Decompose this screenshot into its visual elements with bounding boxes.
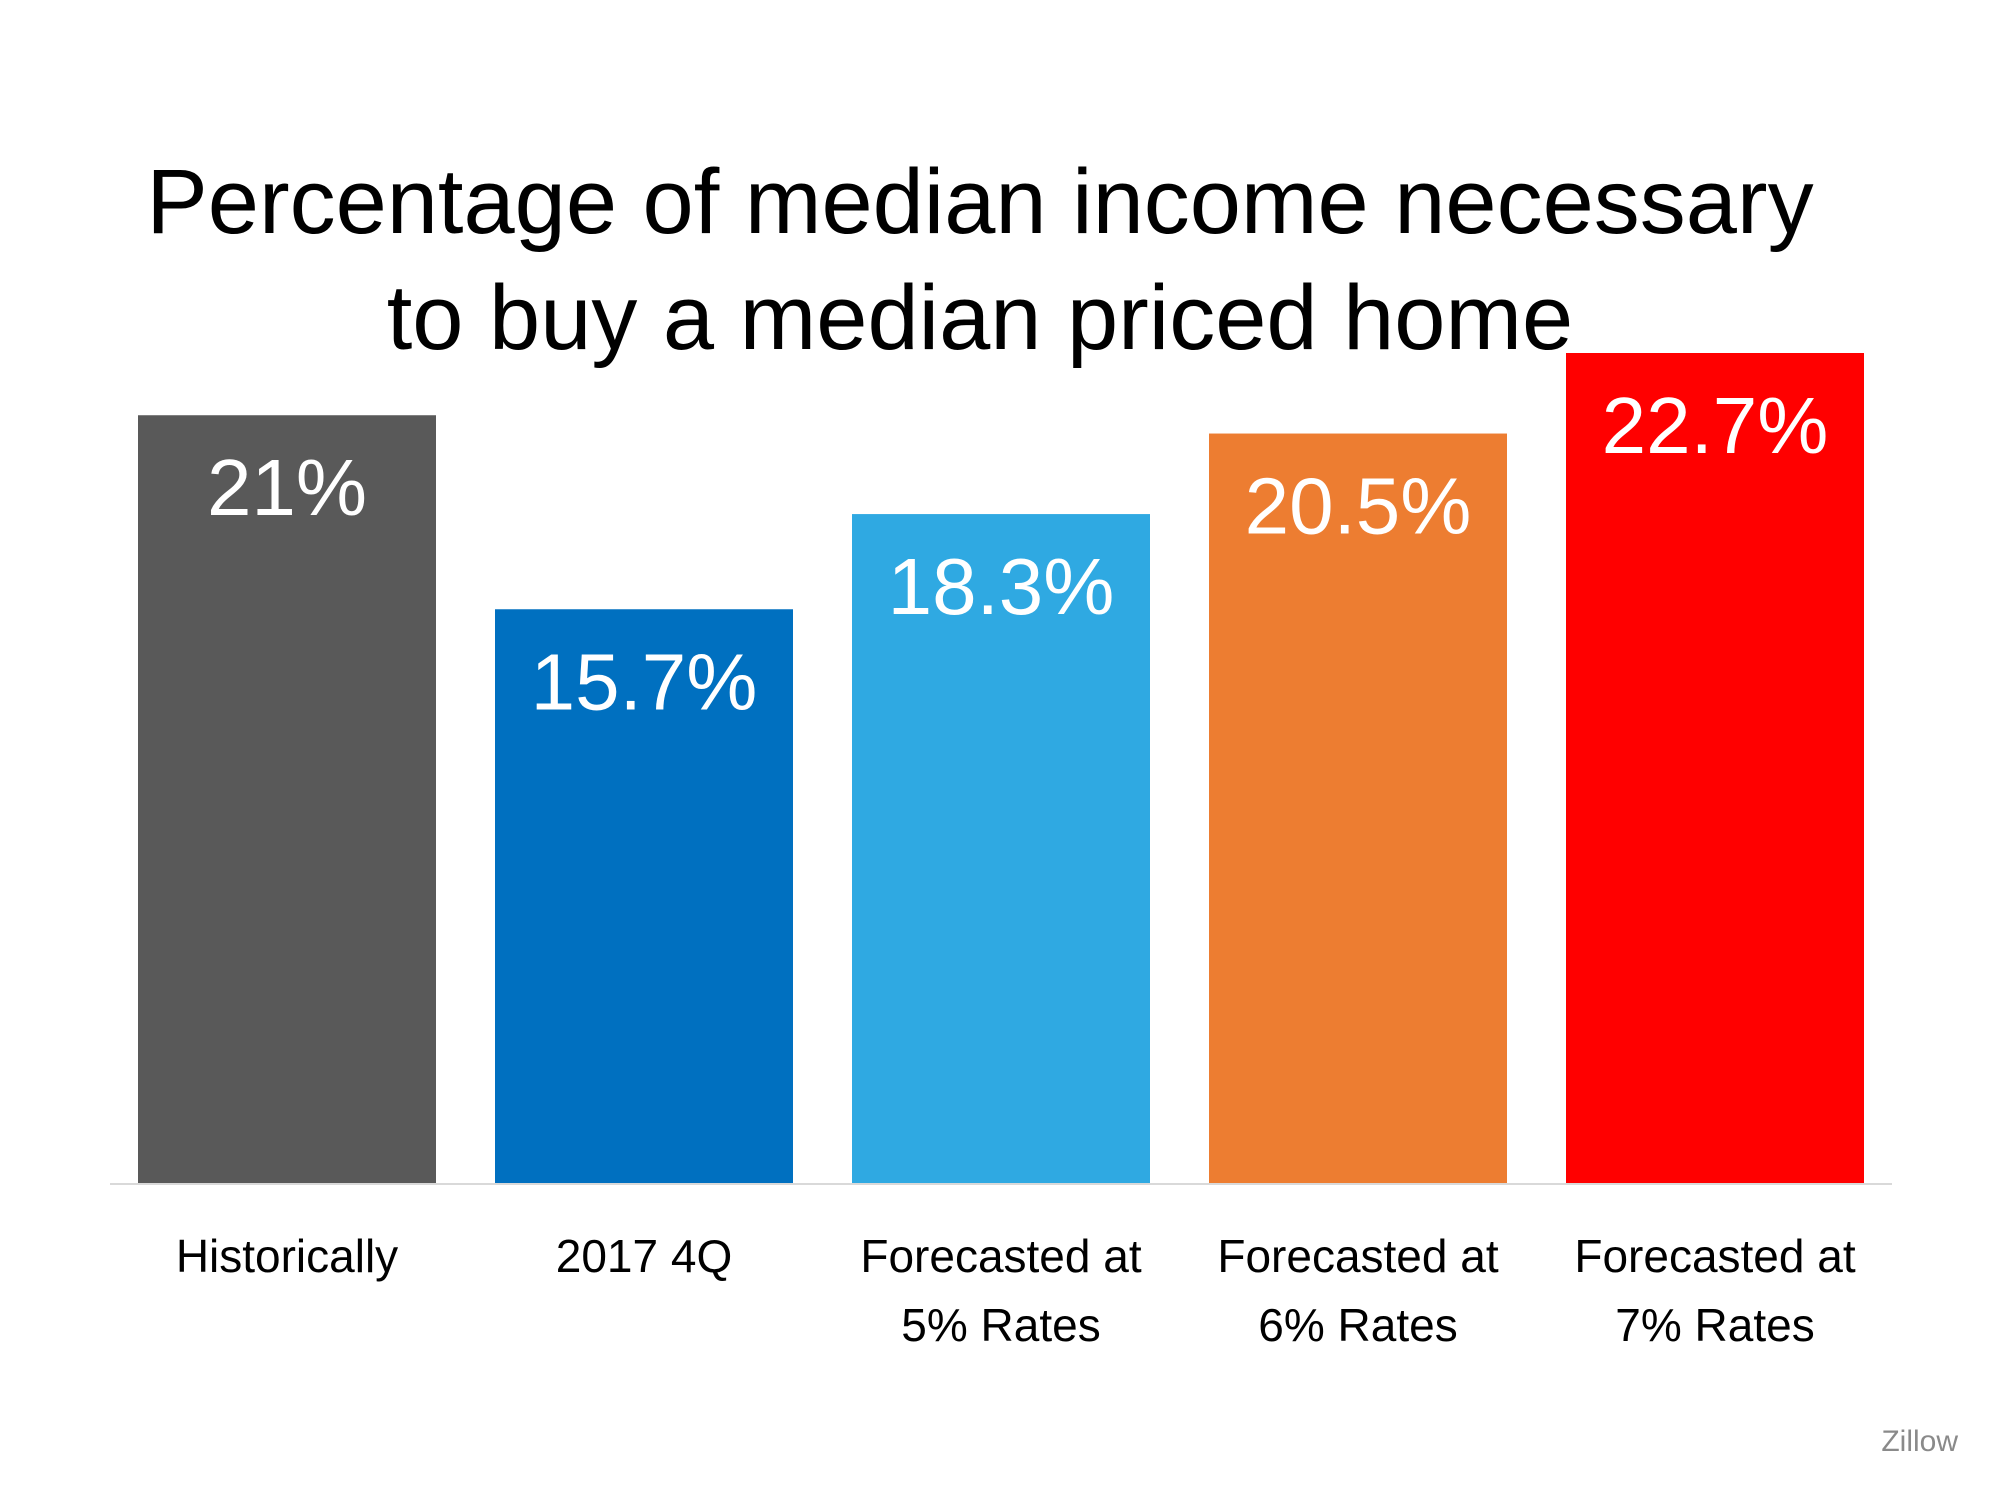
chart-title-line-1: Percentage of median income necessary [146, 150, 1814, 253]
category-label-3: Forecasted at 6% Rates [1217, 1230, 1498, 1351]
category-label-0: Historically [176, 1230, 398, 1282]
bar-value-label-1: 15.7% [531, 637, 758, 726]
bar-value-label-0: 21% [207, 443, 367, 532]
category-label-line-2-0: Forecasted at [860, 1230, 1141, 1282]
category-label-1: 2017 4Q [556, 1230, 732, 1282]
category-label-line-1-0: 2017 4Q [556, 1230, 732, 1282]
bar-3 [1209, 433, 1507, 1184]
bar-value-label-2: 18.3% [888, 542, 1115, 631]
bar-4 [1566, 353, 1864, 1184]
bar-value-label-3: 20.5% [1245, 462, 1472, 551]
bar-value-label-4: 22.7% [1602, 381, 1829, 470]
bar-1 [495, 609, 793, 1184]
category-label-line-4-1: 7% Rates [1615, 1299, 1814, 1351]
bars-layer: 21% 15.7% 18.3% 20.5% 22.7% [138, 353, 1864, 1184]
category-label-line-3-0: Forecasted at [1217, 1230, 1498, 1282]
category-label-line-3-1: 6% Rates [1258, 1299, 1457, 1351]
chart-title-line-2: to buy a median priced home [386, 266, 1574, 369]
category-label-4: Forecasted at 7% Rates [1574, 1230, 1855, 1351]
bar-2 [852, 514, 1150, 1184]
category-label-2: Forecasted at 5% Rates [860, 1230, 1141, 1351]
category-label-line-4-0: Forecasted at [1574, 1230, 1855, 1282]
category-label-line-0-0: Historically [176, 1230, 398, 1282]
chart-title: Percentage of median income necessary to… [0, 144, 1960, 376]
bar-0 [138, 415, 436, 1184]
source-label: Zillow [1881, 1425, 1958, 1458]
category-labels-layer: Historically 2017 4Q Forecasted at 5% Rates… [176, 1230, 1856, 1351]
category-label-line-2-1: 5% Rates [901, 1299, 1100, 1351]
